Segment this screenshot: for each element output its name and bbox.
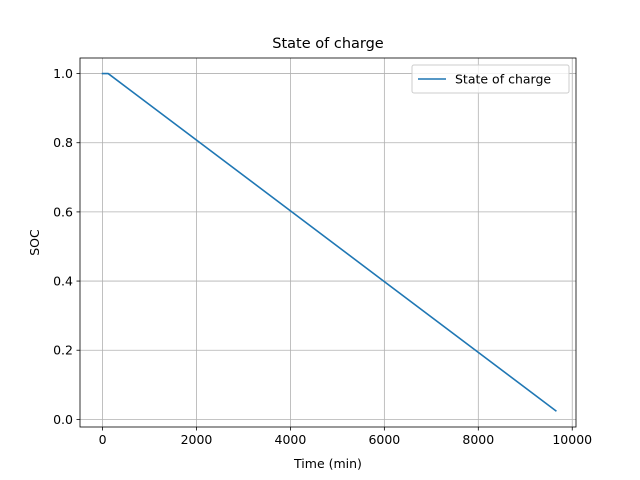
legend-label: State of charge <box>455 72 551 87</box>
plot-frame <box>79 57 577 428</box>
y-tick-label: 0.6 <box>53 204 73 219</box>
series-line-state-of-charge <box>101 72 557 412</box>
x-tick-label: 10000 <box>552 432 592 447</box>
y-tick-label: 0.2 <box>53 343 73 358</box>
x-tick-label: 8000 <box>462 432 494 447</box>
legend: State of charge <box>411 64 570 94</box>
grid-layer <box>80 58 576 427</box>
y-tick-label: 0.4 <box>53 274 73 289</box>
x-tick-label: 4000 <box>275 432 307 447</box>
y-tick-label: 0.8 <box>53 135 73 150</box>
x-tick-label: 0 <box>99 432 107 447</box>
x-tick-label: 6000 <box>368 432 400 447</box>
legend-box <box>411 64 570 94</box>
y-tick-label: 1.0 <box>53 66 73 81</box>
chart-title: State of charge <box>272 36 384 52</box>
tick-layer: 0 2000 4000 6000 8000 10000 0.0 0.2 0.4 0.6 0.8 1.0 <box>53 66 592 447</box>
x-axis-label: Time (min) <box>293 456 362 471</box>
y-tick-label: 0.0 <box>53 412 73 427</box>
x-tick-label: 2000 <box>181 432 213 447</box>
y-axis-label: SOC <box>27 229 42 256</box>
series-layer <box>101 72 557 412</box>
